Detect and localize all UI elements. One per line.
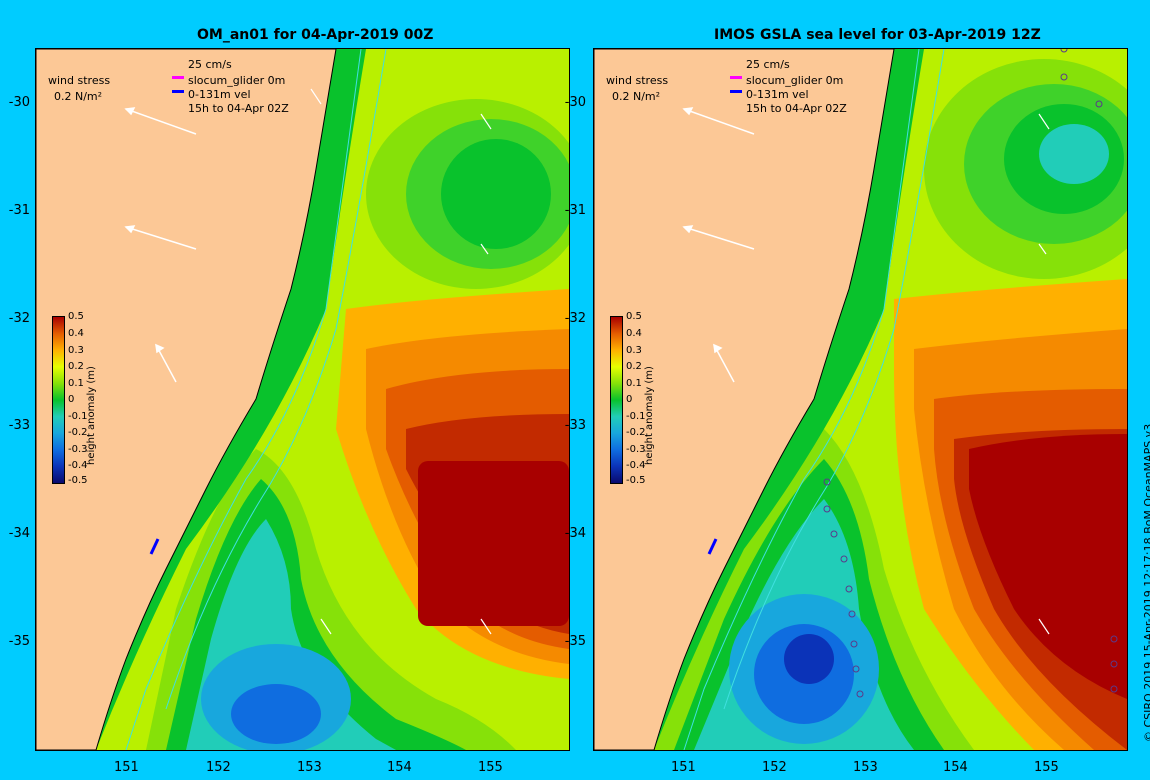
- left-map-canvas: [36, 49, 569, 750]
- colorbar-label: height anomaly (m): [86, 366, 97, 465]
- colorbar-tick: 0.4: [626, 328, 642, 339]
- glider-legend: slocum_glider 0m: [188, 74, 286, 87]
- colorbar-tick: 0.3: [626, 345, 642, 356]
- glider-legend-swatch: [730, 76, 742, 79]
- colorbar-tick: -0.1: [68, 411, 88, 422]
- current-ref: 25 cm/s: [188, 58, 232, 71]
- lat-label: -35: [564, 634, 586, 649]
- land-mass: [594, 49, 895, 750]
- colorbar-tick: -0.2: [626, 427, 646, 438]
- velocity-legend: 0-131m vel: [746, 88, 809, 101]
- colorbar: [610, 316, 623, 484]
- lat-label: -32: [564, 311, 586, 326]
- lon-label: 151: [671, 760, 696, 775]
- current-ref: 25 cm/s: [746, 58, 790, 71]
- glider-legend: slocum_glider 0m: [746, 74, 844, 87]
- warm-eddy-max: [418, 461, 569, 626]
- cold-eddy-bottom-core: [231, 684, 321, 744]
- glider-legend-swatch: [172, 76, 184, 79]
- colorbar-tick: 0.4: [68, 328, 84, 339]
- cold-eddy-top-center: [1039, 124, 1109, 184]
- wind-stress-label: wind stress: [606, 74, 669, 87]
- lon-label: 155: [478, 760, 503, 775]
- colorbar-tick: 0.1: [68, 378, 84, 389]
- lat-label: -34: [8, 526, 30, 541]
- colorbar-tick: 0.2: [626, 361, 642, 372]
- lon-label: 151: [114, 760, 139, 775]
- colorbar-tick: 0.3: [68, 345, 84, 356]
- lon-label: 154: [943, 760, 968, 775]
- warm-eddy-max: [969, 434, 1127, 699]
- colorbar-tick: 0.5: [68, 311, 84, 322]
- colorbar-tick: 0: [68, 394, 75, 405]
- colorbar-tick: -0.4: [626, 460, 646, 471]
- lat-label: -34: [564, 526, 586, 541]
- lat-label: -32: [8, 311, 30, 326]
- lon-label: 153: [853, 760, 878, 775]
- wind-stress-ref: 0.2 N/m²: [54, 90, 103, 103]
- glider-track: [149, 538, 160, 555]
- lon-label: 152: [206, 760, 231, 775]
- right-panel-title: IMOS GSLA sea level for 03-Apr-2019 12Z: [714, 27, 1041, 43]
- lat-label: -33: [564, 418, 586, 433]
- cold-eddy-top-core: [441, 139, 551, 249]
- lat-label: -33: [8, 418, 30, 433]
- lat-label: -30: [8, 95, 30, 110]
- wind-stress-arrows: [682, 107, 755, 383]
- current-vectors: [310, 88, 492, 635]
- altimeter-track-markers: [823, 49, 1118, 698]
- right-map-canvas: [594, 49, 1127, 750]
- isobath-contour: [125, 49, 362, 750]
- wind-stress-label: wind stress: [48, 74, 111, 87]
- colorbar-tick: -0.3: [626, 444, 646, 455]
- colorbar-tick: -0.3: [68, 444, 88, 455]
- current-vectors: [1038, 113, 1050, 635]
- lon-label: 153: [297, 760, 322, 775]
- colorbar-label: height anomaly (m): [644, 366, 655, 465]
- time-legend: 15h to 04-Apr 02Z: [746, 102, 847, 115]
- glider-track: [707, 538, 718, 555]
- colorbar-tick: 0.1: [626, 378, 642, 389]
- land-mass: [36, 49, 337, 750]
- lon-label: 152: [762, 760, 787, 775]
- velocity-legend-swatch: [172, 90, 184, 93]
- colorbar-tick: -0.1: [626, 411, 646, 422]
- lat-label: -35: [8, 634, 30, 649]
- lon-label: 155: [1034, 760, 1059, 775]
- isobath-contour-deep: [723, 49, 945, 710]
- colorbar: [52, 316, 65, 484]
- velocity-legend-swatch: [730, 90, 742, 93]
- cold-eddy-bottom-min: [784, 634, 834, 684]
- wind-stress-ref: 0.2 N/m²: [612, 90, 661, 103]
- left-map: wind stress 0.2 N/m² 25 cm/s slocum_glid…: [35, 48, 570, 751]
- lon-label: 154: [387, 760, 412, 775]
- colorbar-tick: -0.5: [626, 475, 646, 486]
- colorbar-tick: -0.5: [68, 475, 88, 486]
- right-map: wind stress 0.2 N/m² 25 cm/s slocum_glid…: [593, 48, 1128, 751]
- lat-label: -31: [8, 203, 30, 218]
- colorbar-tick: 0.5: [626, 311, 642, 322]
- time-legend: 15h to 04-Apr 02Z: [188, 102, 289, 115]
- colorbar-tick: 0.2: [68, 361, 84, 372]
- lat-label: -30: [564, 95, 586, 110]
- isobath-contour-deep: [165, 49, 387, 710]
- lat-label: -31: [564, 203, 586, 218]
- colorbar-tick: -0.4: [68, 460, 88, 471]
- credit-text: © CSIRO 2019 15-Apr-2019 12:17:18 BoM Oc…: [1142, 423, 1150, 742]
- velocity-legend: 0-131m vel: [188, 88, 251, 101]
- isobath-contour: [683, 49, 920, 750]
- left-panel-title: OM_an01 for 04-Apr-2019 00Z: [197, 27, 434, 43]
- colorbar-tick: 0: [626, 394, 633, 405]
- colorbar-tick: -0.2: [68, 427, 88, 438]
- wind-stress-arrows: [124, 107, 197, 383]
